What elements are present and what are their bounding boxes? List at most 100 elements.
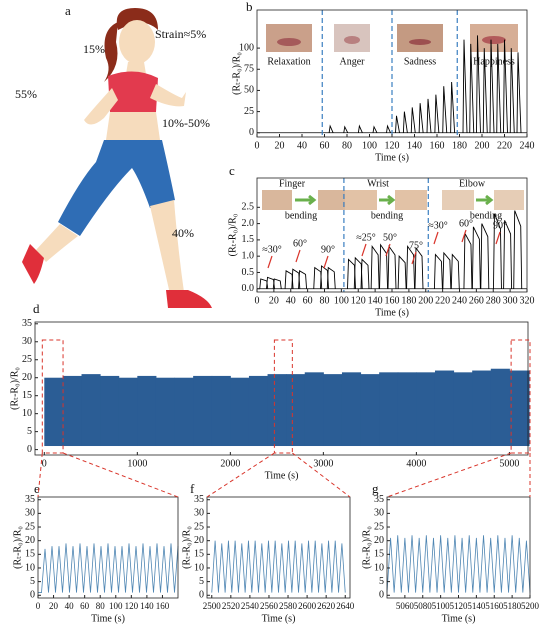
pulse	[298, 270, 308, 289]
signal-line	[38, 543, 179, 593]
y-tick-label: 30	[25, 508, 35, 519]
signal-band	[118, 377, 138, 447]
pointer	[361, 243, 367, 257]
x-tick-label: 120	[125, 601, 139, 611]
y-tick-label: 5	[199, 576, 204, 587]
arrow	[379, 194, 396, 206]
strain-label: 15%	[83, 42, 105, 56]
arm-back	[84, 88, 118, 125]
pulse	[360, 258, 370, 289]
top	[108, 71, 158, 112]
pointer	[267, 255, 273, 269]
y-tick-label: 1.0	[242, 250, 255, 261]
signal-band	[44, 377, 64, 447]
x-tick-label: 2620	[317, 601, 336, 611]
spike	[496, 43, 502, 133]
y-tick-label: 10	[22, 408, 32, 419]
x-tick-label: 2500	[203, 601, 222, 611]
y-tick-label: 0	[249, 127, 254, 138]
angle-label: Wrist	[367, 178, 389, 189]
x-axis-title: Time (s)	[375, 152, 409, 163]
y-axis-title: (Rₜ-R₀)/R₀	[227, 213, 238, 256]
y-tick-label: 35	[25, 494, 35, 505]
spike	[469, 43, 475, 133]
pulse	[471, 226, 481, 289]
x-axis-title: Time (s)	[262, 613, 296, 624]
x-tick-label: 180	[401, 295, 416, 306]
x-tick-label: 200	[475, 140, 490, 151]
x-tick-label: 4000	[406, 458, 426, 469]
y-axis-title: (Rₜ-R₀)/R₀	[181, 526, 192, 569]
y-tick-label: 25	[22, 354, 32, 365]
x-tick-label: 40	[297, 140, 307, 151]
y-tick-label: 0	[30, 590, 35, 601]
pulse	[480, 223, 490, 289]
x-tick-label: 1000	[127, 458, 147, 469]
y-tick-label: 0	[27, 444, 32, 455]
signal-band	[397, 372, 417, 447]
x-tick-label: 5140	[467, 601, 486, 611]
y-tick-label: 35	[374, 494, 384, 505]
strain-label: 55%	[15, 87, 37, 101]
pointer	[461, 229, 467, 243]
pulse	[442, 251, 452, 289]
x-tick-label: 220	[497, 140, 512, 151]
y-tick-label: 2.0	[242, 218, 255, 229]
y-tick-label: 0	[379, 590, 384, 601]
zoom-connector	[62, 452, 179, 498]
x-tick-label: 240	[520, 140, 535, 151]
plot-frame	[37, 496, 179, 599]
signal-band	[472, 370, 492, 447]
zoom-connector	[37, 452, 43, 498]
plot-frame	[386, 496, 531, 599]
pulse	[493, 213, 502, 289]
y-tick-label: 25	[374, 521, 384, 532]
photo	[262, 190, 292, 210]
x-tick-label: 2600	[298, 601, 317, 611]
angle-label: 50°	[383, 232, 397, 243]
x-tick-label: 260	[469, 295, 484, 306]
y-tick-label: 30	[22, 336, 32, 347]
angle-label: 90°	[493, 220, 507, 231]
signal-band	[490, 368, 510, 447]
angle-label: 60°	[293, 238, 307, 249]
arm	[150, 84, 186, 107]
signal-band	[62, 375, 83, 447]
signal-band	[416, 372, 436, 447]
spike	[450, 81, 456, 133]
pointer	[495, 231, 501, 245]
spike	[482, 48, 488, 133]
y-tick-label: 25	[194, 521, 204, 532]
spike	[395, 115, 400, 133]
y-tick-label: 75	[244, 64, 254, 75]
angle-label: 75°	[409, 240, 423, 251]
y-axis-title: (Rₜ-R₀)/R₀	[9, 367, 20, 410]
spike	[426, 98, 432, 133]
runner: a Strain≈5% 15% 55% 10%-50% 40%	[15, 3, 212, 308]
zoom-connector	[292, 452, 351, 498]
pointer	[433, 231, 439, 245]
x-tick-label: 80	[96, 601, 106, 611]
y-tick-label: 0.5	[242, 267, 255, 278]
x-tick-label: 180	[452, 140, 467, 151]
x-axis-title: Time (s)	[91, 613, 125, 624]
photo	[318, 190, 348, 210]
angle-label: bending	[285, 210, 317, 221]
pulse	[370, 245, 380, 289]
y-tick-label: 30	[194, 508, 204, 519]
lips	[277, 38, 301, 46]
x-tick-label: 140	[368, 295, 383, 306]
y-tick-label: 30	[374, 508, 384, 519]
x-tick-label: 160	[430, 140, 445, 151]
angle-label: Elbow	[459, 178, 486, 189]
x-tick-label: 280	[486, 295, 501, 306]
pulse	[406, 245, 416, 289]
x-tick-label: 5180	[503, 601, 522, 611]
x-tick-label: 100	[362, 140, 377, 151]
panel-label: b	[246, 0, 253, 14]
strain-label: 40%	[172, 226, 194, 240]
spike	[386, 124, 391, 133]
signal-band	[286, 374, 306, 447]
x-tick-label: 60	[303, 295, 313, 306]
